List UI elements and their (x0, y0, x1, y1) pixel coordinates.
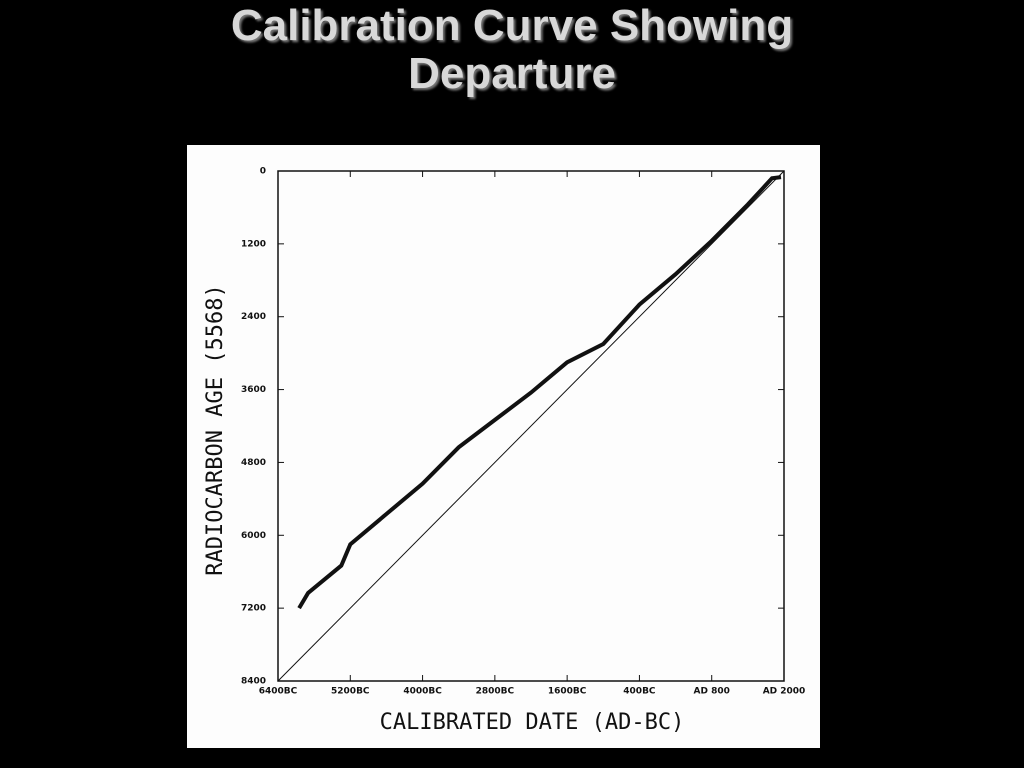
y-tick-label: 8400 (241, 677, 266, 687)
y-tick-label: 0 (260, 167, 266, 177)
series-line (297, 175, 782, 610)
chart-panel (187, 145, 820, 748)
plot-frame (277, 170, 785, 682)
y-tick-label: 3600 (241, 385, 266, 395)
x-tick-label: 6400BC (259, 687, 298, 697)
y-tick-label: 2400 (241, 312, 266, 322)
x-tick-label: AD 800 (694, 687, 730, 697)
x-tick-label: 1600BC (548, 687, 587, 697)
x-tick-label: 4000BC (403, 687, 442, 697)
x-tick-label: 400BC (623, 687, 656, 697)
y-tick-label: 1200 (241, 239, 266, 249)
x-tick-label: AD 2000 (763, 687, 806, 697)
x-tick-label: 5200BC (331, 687, 370, 697)
slide-title: Calibration Curve Showing Departure (230, 1, 794, 98)
y-axis-label: RADIOCARBON AGE (5568) (203, 284, 228, 575)
x-axis-label: CALIBRATED DATE (AD-BC) (380, 710, 685, 735)
x-tick-label: 2800BC (476, 687, 515, 697)
y-tick-label: 6000 (241, 531, 266, 541)
y-tick-label: 7200 (241, 604, 266, 614)
y-tick-label: 4800 (241, 458, 266, 468)
series-line (277, 170, 785, 682)
